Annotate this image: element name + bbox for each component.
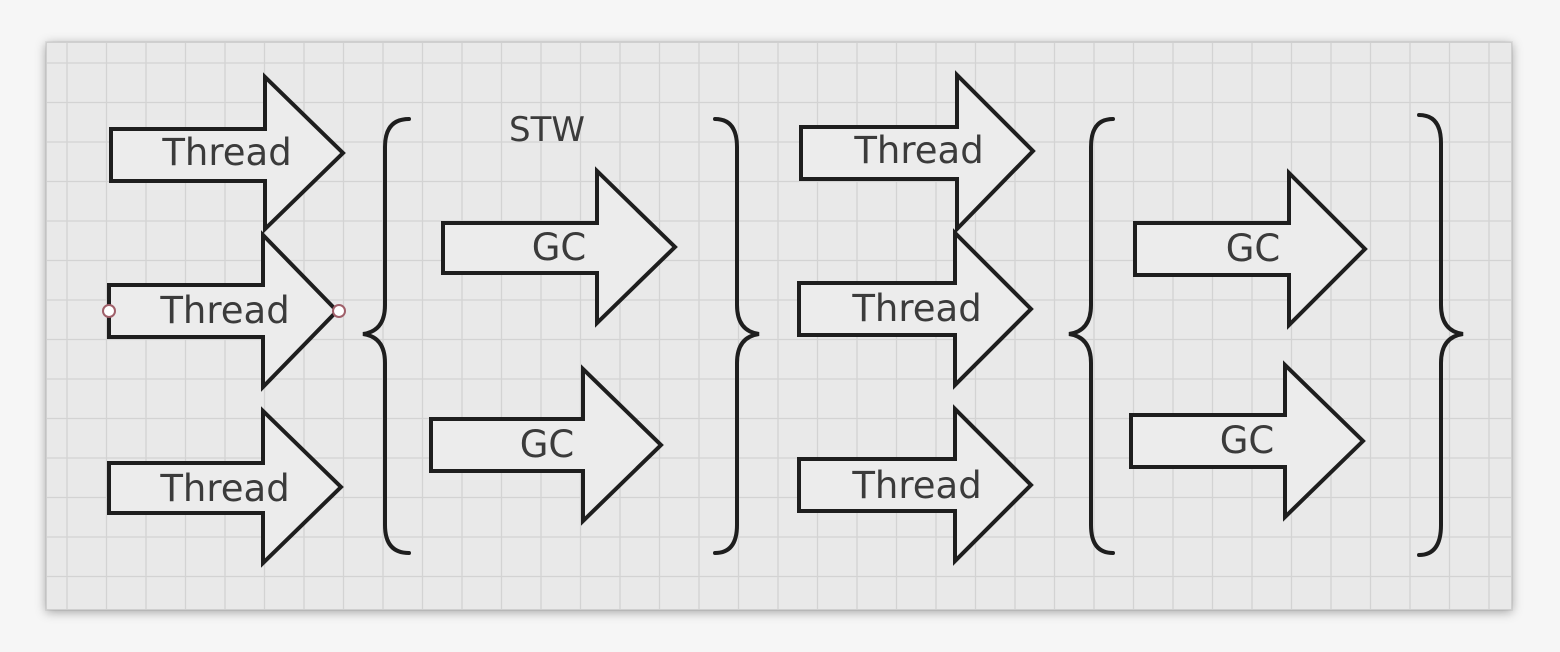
diagram-canvas: Thread Thread Thread STW GC GC [46,42,1512,610]
thread-arrow-4[interactable]: Thread [799,70,1036,234]
selection-handle-left[interactable] [102,304,116,318]
gc-arrow-label: GC [520,423,575,466]
right-curly-brace [713,117,760,555]
right-curly-brace [1417,113,1464,557]
thread-arrow-label: Thread [851,287,981,330]
stw-label: STW [509,110,585,150]
gc-arrow-1[interactable]: GC [441,166,678,328]
diagram-svg: Thread Thread Thread STW GC GC [47,43,1511,609]
gc-arrow-2[interactable]: GC [429,364,664,526]
thread-arrow-label: Thread [853,129,983,172]
gc-arrow-3[interactable]: GC [1133,168,1368,330]
thread-arrow-6[interactable]: Thread [797,404,1034,566]
thread-arrow-3[interactable]: Thread [107,406,344,568]
gc-arrow-label: GC [1226,227,1281,270]
left-curly-brace [1068,117,1115,555]
thread-arrow-5[interactable]: Thread [797,228,1034,390]
gc-arrow-label: GC [532,226,587,269]
thread-arrow-2[interactable]: Thread [107,230,340,392]
thread-arrow-label: Thread [851,464,981,507]
thread-arrow-label: Thread [161,131,291,174]
thread-arrow-1[interactable]: Thread [109,72,346,234]
gc-arrow-4[interactable]: GC [1129,360,1366,522]
thread-arrow-label: Thread [159,289,289,332]
selection-handle-right[interactable] [332,304,346,318]
left-curly-brace [362,117,411,555]
thread-arrow-label: Thread [159,467,289,510]
gc-arrow-label: GC [1220,419,1275,462]
